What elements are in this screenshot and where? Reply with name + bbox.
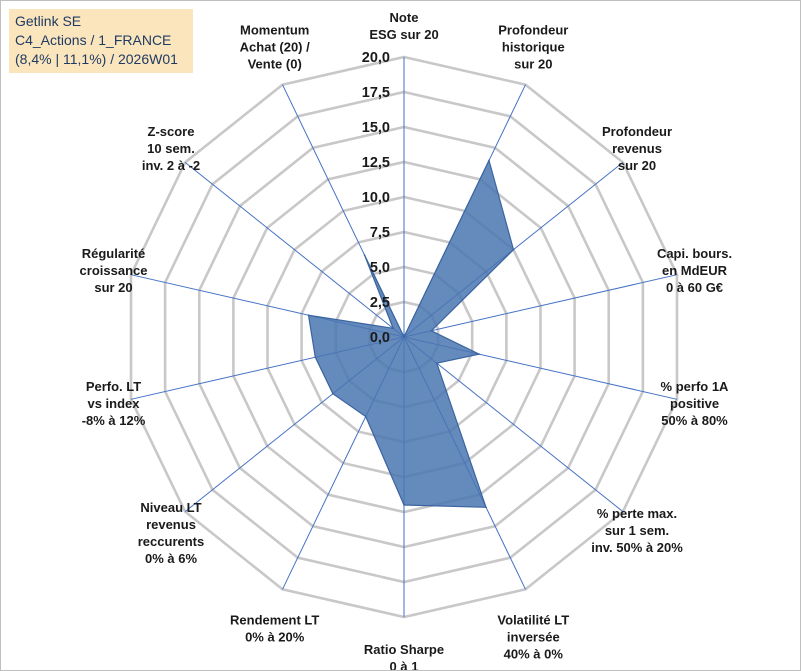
series-area <box>307 158 515 508</box>
tick-label: 5,0 <box>370 260 390 276</box>
axis-label-line: inversée <box>507 630 560 645</box>
axis-spoke <box>403 336 624 512</box>
axis-label-line: historique <box>502 40 565 55</box>
data-point <box>403 504 405 506</box>
axis-label-line: Momentum <box>240 23 309 38</box>
axis-label: Ratio Sharpe 0 à 1 <box>364 642 444 671</box>
axis-label-line: sur 20 <box>618 158 656 173</box>
axis-label-line: revenus <box>146 517 196 532</box>
axis-label-line: Ratio Sharpe <box>364 642 444 657</box>
axis-label-line: Volatilité LT <box>497 613 569 628</box>
axis-label-line: 40% à 0% <box>504 647 564 662</box>
axis-label-line: Achat (20) / <box>240 40 310 55</box>
data-point <box>436 362 438 365</box>
tick-layer: 0,0 2,5 5,0 7,5 10,0 12,5 15,0 17,5 20,0 <box>362 50 390 346</box>
axis-label: Volatilité LT inversée 40% à 0% <box>497 613 569 662</box>
axis-label-layer: Note ESG sur 20 Profondeur historique sur 20… <box>80 10 733 671</box>
axis-label-line: inv. 2 à -2 <box>142 158 200 173</box>
data-point <box>363 254 366 256</box>
axis-label-line: 50% à 80% <box>661 413 728 428</box>
title-line-2: C4_Actions / 1_FRANCE <box>15 32 172 48</box>
axis-label-line: en MdEUR <box>662 263 728 278</box>
axis-label-line: sur 20 <box>514 57 552 72</box>
axis-label: Z-score 10 sem. inv. 2 à -2 <box>142 124 200 173</box>
axis-label: Profondeur revenus sur 20 <box>602 124 672 173</box>
title-line-3: (8,4% | 11,1%) / 2026W01 <box>15 51 178 67</box>
axis-label-line: Z-score <box>148 124 195 139</box>
tick-label: 10,0 <box>362 190 390 206</box>
axis-label-line: vs index <box>87 396 140 411</box>
axis-label-line: Perfo. LT <box>86 379 141 394</box>
axis-label-line: sur 20 <box>94 280 132 295</box>
data-point <box>403 336 405 338</box>
axis-label-line: % perte max. <box>597 506 677 521</box>
tick-label: 12,5 <box>362 155 390 171</box>
axis-label: Profondeur historique sur 20 <box>498 23 568 72</box>
axis-label-line: 0 à 60 G€ <box>666 280 723 295</box>
axis-label-line: Niveau LT <box>140 500 201 515</box>
data-point <box>478 353 480 355</box>
axis-label: Niveau LT revenus reccurents 0% à 6% <box>138 500 204 566</box>
data-point <box>332 392 334 395</box>
axis-label-line: Régularité <box>82 246 146 261</box>
tick-label: 2,5 <box>370 295 390 311</box>
tick-label: 17,5 <box>362 85 390 101</box>
axis-spoke <box>184 162 405 338</box>
axis-label-line: Profondeur <box>602 124 672 139</box>
axis-label: % perfo 1A positive 50% à 80% <box>661 379 730 428</box>
tick-label: 0,0 <box>370 330 390 346</box>
data-point <box>307 314 310 317</box>
axis-label: % perte max. sur 1 sem. inv. 50% à 20% <box>591 506 683 555</box>
data-point <box>392 327 394 330</box>
axis-label: Perfo. LT vs index -8% à 12% <box>82 379 146 428</box>
axis-label-line: Capi. bours. <box>657 246 732 261</box>
axis-label-line: -8% à 12% <box>82 413 146 428</box>
data-point <box>364 415 367 418</box>
axis-label-line: inv. 50% à 20% <box>591 540 683 555</box>
axis-label-line: 0% à 20% <box>245 630 305 645</box>
axis-label-line: Rendement LT <box>230 613 319 628</box>
axis-label: Régularité croissance sur 20 <box>80 246 148 295</box>
series-layer <box>307 158 515 509</box>
axis-label-line: sur 1 sem. <box>605 523 669 538</box>
axis-label: Note ESG sur 20 <box>369 10 438 42</box>
data-point <box>488 159 490 162</box>
data-point <box>512 248 515 251</box>
axis-label-line: 0 à 1 <box>390 659 419 671</box>
axis-label-line: Note <box>390 10 419 25</box>
tick-label: 15,0 <box>362 120 390 136</box>
data-point <box>314 356 317 359</box>
axis-label-line: 0% à 6% <box>145 551 197 566</box>
axis-label-line: revenus <box>612 141 662 156</box>
axis-label: Momentum Achat (20) / Vente (0) <box>240 23 310 72</box>
data-point <box>485 506 487 509</box>
title-line-1: Getlink SE <box>15 13 82 29</box>
axis-label-line: reccurents <box>138 534 204 549</box>
axis-label: Capi. bours. en MdEUR 0 à 60 G€ <box>657 246 732 295</box>
axis-label: Rendement LT 0% à 20% <box>230 613 319 645</box>
axis-label-line: positive <box>670 396 719 411</box>
axis-label-line: Profondeur <box>498 23 568 38</box>
axis-label-line: 10 sem. <box>147 141 195 156</box>
axis-spoke <box>403 274 678 338</box>
axis-label-line: croissance <box>80 263 148 278</box>
chart-title-box: Getlink SE C4_Actions / 1_FRANCE (8,4% |… <box>9 9 193 73</box>
axis-label-line: Vente (0) <box>248 57 302 72</box>
tick-label: 20,0 <box>362 50 390 66</box>
data-point <box>430 330 433 332</box>
tick-label: 7,5 <box>370 225 390 241</box>
axis-label-line: ESG sur 20 <box>369 27 438 42</box>
axis-label-line: % perfo 1A <box>661 379 730 394</box>
